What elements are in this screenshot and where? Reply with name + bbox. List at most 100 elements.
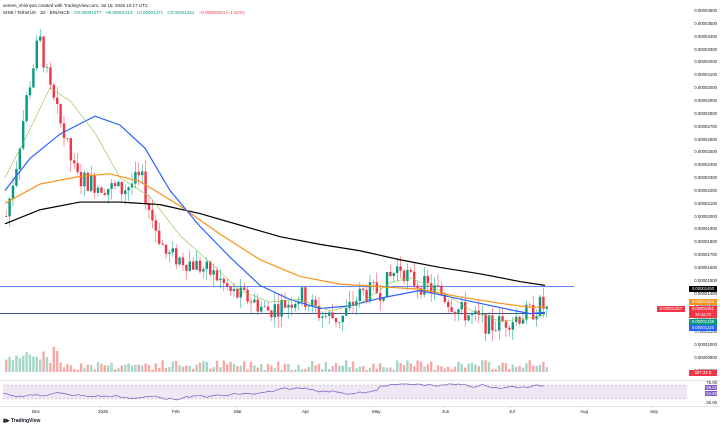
candle-body [181,257,185,266]
candle-body [290,304,293,308]
volume-bar [154,363,157,372]
volume-bar [328,368,331,372]
candle-body [511,322,514,330]
candle-body [311,299,314,307]
price-axis-label: 0.00001600 [694,265,717,270]
time-axis-label: Apr [302,409,310,414]
volume-bar [477,366,480,372]
candle-body [266,306,270,311]
price-axis-label: 0.00003000 [694,85,717,91]
candle-body [545,306,548,309]
candle-body [324,315,327,317]
time-axis-label: Mar [234,409,242,414]
candle-body [151,209,154,221]
volume-bar [151,369,154,372]
candle-body [209,261,212,275]
volume-bar [141,365,144,372]
candle-body [79,172,83,187]
price-axis-label: 0.00002900 [694,97,717,103]
price-axis-label: 0.00001100 [694,329,717,335]
price-tag: 0.00001450 [689,286,717,292]
time-axis-label: May [372,409,381,414]
candle-body [100,187,103,193]
candle-body [341,315,344,323]
candle-body [59,103,62,124]
candle-body [368,282,372,301]
volume-bar [338,365,341,372]
candle-body [331,312,334,319]
ma200-line [4,201,546,286]
volume-bar [35,356,38,372]
candle-body [487,315,491,334]
volume-bar [453,366,457,372]
candle-body [328,312,331,316]
candle-body [440,285,443,295]
candle-body [62,123,66,139]
price-axis-label: 0.00003200 [694,59,717,65]
candle-body [294,303,297,308]
candle-body [69,138,72,161]
rsi-line [2,383,544,401]
candle-body [453,311,457,315]
tradingview-logo-icon: ▮▶ [3,418,11,424]
volume-bar [419,361,423,372]
volume-bar [83,368,86,372]
volume-bar [42,351,45,372]
time-axis-label: Aug [580,409,589,414]
volume-bar [185,365,188,372]
volume-bar [358,366,361,372]
candle-body [419,288,423,295]
volume-bar [181,366,185,372]
volume-bar [11,360,15,372]
volume-bar [263,369,266,372]
candle-body [270,310,273,318]
volume-bar [226,364,229,372]
candle-body [215,270,219,281]
candle-body [113,183,117,187]
volume-bar [236,366,239,372]
volume-bar [18,358,21,372]
volume-bar [487,362,491,372]
candle-body [287,304,290,308]
candle-body [362,288,365,291]
volume-bar [341,365,344,372]
price-axis-label: 0.00001000 [694,342,717,348]
volume-bar [192,368,195,372]
price-axis-label: 0.00001200 [677,316,717,321]
candle-body [334,318,338,323]
candle-body [232,288,236,292]
volume-bar [39,359,42,372]
candle-body [226,283,229,287]
volume-bar [317,363,321,372]
volume-bar [222,360,225,372]
pane-separator[interactable] [0,380,720,381]
candle-body [355,300,358,306]
price-tag: 0.00001220 [689,325,717,331]
candle-body [501,316,504,322]
volume-bar [426,364,429,372]
candle-body [90,175,93,191]
candle-body [246,289,249,302]
candle-body [528,304,531,306]
volume-bar [321,368,324,372]
rsi-axis-label: 58.91 [705,385,717,390]
candle-body [164,244,168,254]
candle-body [470,313,474,316]
tradingview-logo[interactable]: ▮▶ TradingView [3,418,41,424]
price-tag: 16:42:22 [689,312,717,318]
price-axis-label: 0.00002100 [694,200,717,206]
candle-body [52,84,55,98]
volume-bar [494,368,497,372]
candle-body [460,302,463,310]
candle-body [45,67,49,68]
price-axis-label: 0.00002300 [694,175,717,181]
volume-bar [379,363,382,372]
volume-bar [266,363,270,372]
candle-body [18,148,21,170]
candle-body [382,297,385,301]
ma100-line [4,173,545,308]
volume-bar [467,363,470,372]
candle-body [110,183,113,189]
volume-bar [117,368,120,372]
